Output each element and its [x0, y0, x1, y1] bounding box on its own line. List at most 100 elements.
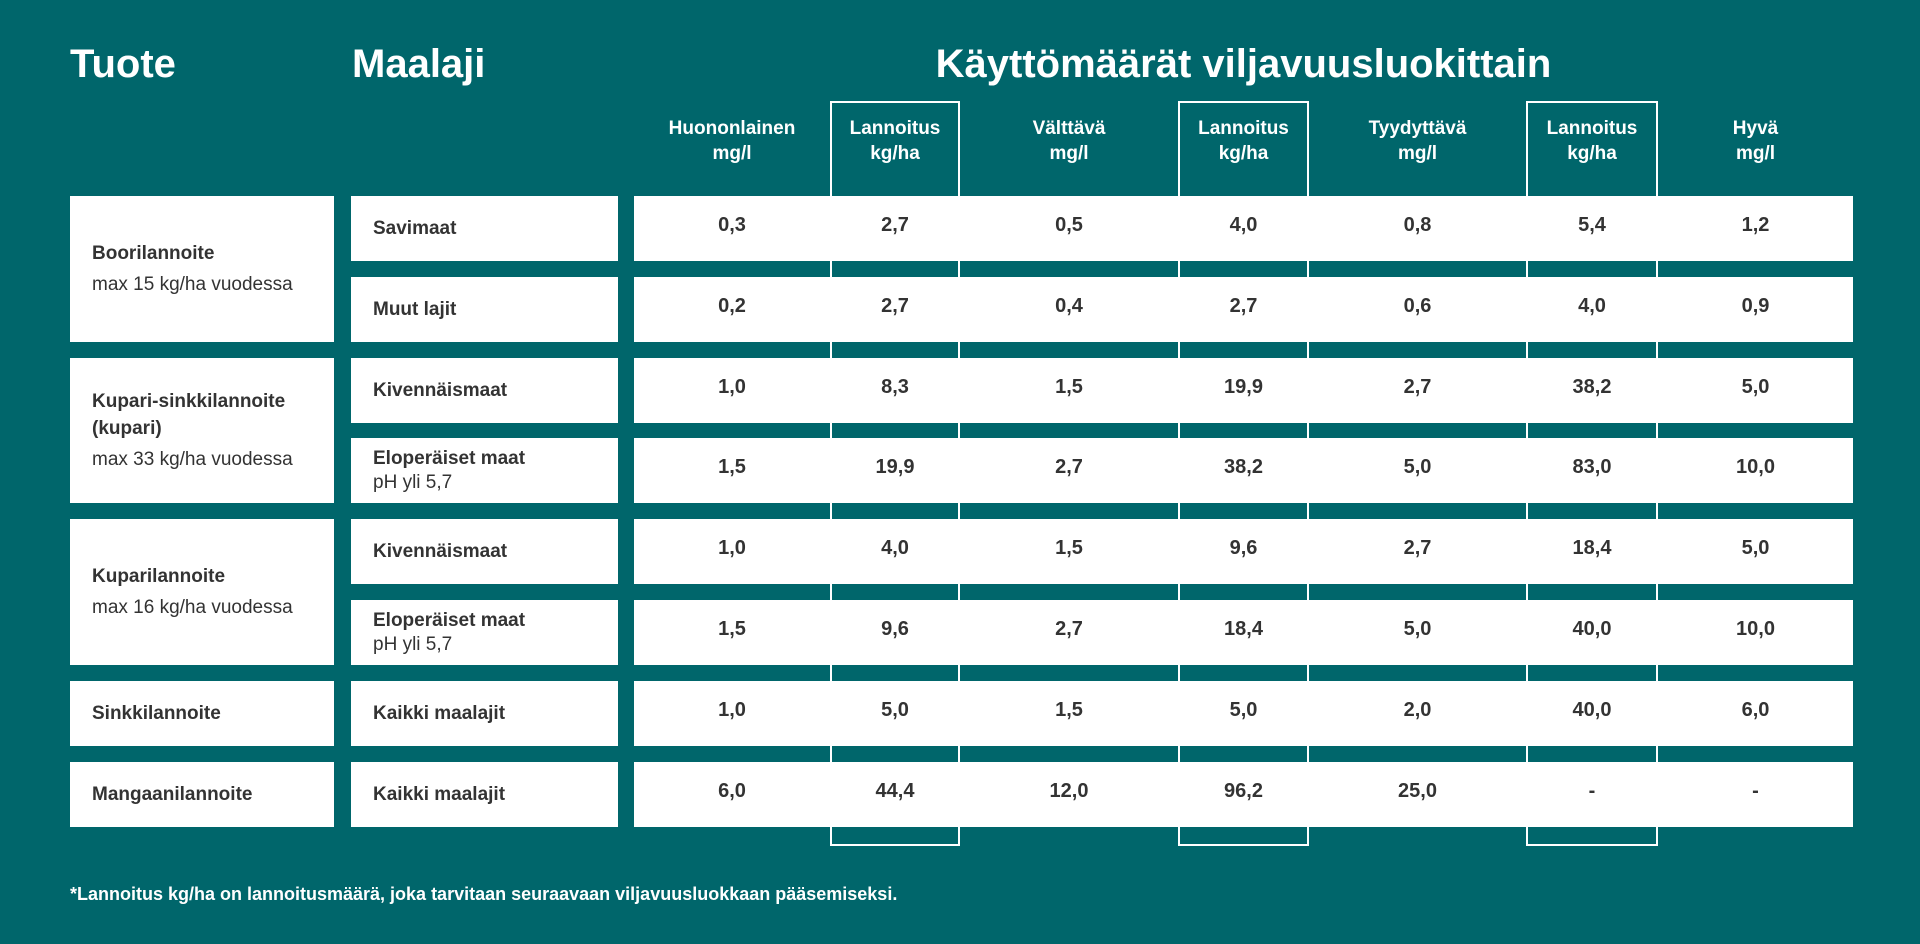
value-cell: 6,0	[1741, 699, 1770, 721]
value-cell: 1,5	[718, 456, 746, 478]
soil-cell: Kivennäismaat	[351, 358, 618, 423]
soil-cell: Muut lajit	[351, 277, 618, 342]
value-cell: 9,6	[1229, 537, 1258, 559]
value-cell: 0,2	[718, 295, 746, 317]
value-cell: 38,2	[1224, 456, 1263, 478]
value-cell: 0,5	[1055, 214, 1083, 236]
column-header-unit: mg/l	[1735, 143, 1776, 164]
product-name-cont: (kupari)	[92, 418, 162, 439]
value-cell: 4,0	[881, 537, 909, 559]
value-cell: 4,0	[1229, 214, 1258, 236]
value-cell: 1,5	[1055, 699, 1083, 721]
column-header-name: Tyydyttävä	[1368, 118, 1467, 139]
value-cell: 1,0	[718, 537, 746, 559]
column-header-unit: kg/ha	[1218, 143, 1269, 164]
column-header-name: Välttävä	[1032, 118, 1106, 139]
value-cell: 1,5	[718, 618, 746, 640]
value-cell: 10,0	[1736, 618, 1775, 640]
value-cell: 5,0	[1403, 456, 1432, 478]
product-cell: Kupari-sinkkilannoite (kupari) max 33 kg/h…	[70, 358, 334, 503]
column-header-name: Lannoitus	[849, 118, 941, 139]
table-row	[634, 196, 1853, 261]
value-cell: 19,9	[1224, 376, 1263, 398]
column-header: Tyydyttävä mg/l	[1309, 116, 1526, 166]
value-cell: 1,5	[1055, 537, 1083, 559]
soil-name: Eloperäiset maat	[373, 447, 526, 469]
value-cell: 2,7	[1403, 376, 1432, 398]
value-cell: 2,7	[1403, 537, 1432, 559]
product-name: Mangaanilannoite	[92, 784, 253, 805]
value-cell: 5,0	[881, 699, 909, 721]
value-cell: 0,3	[718, 214, 746, 236]
value-cell: -	[1588, 780, 1596, 802]
product-limit: max 15 kg/ha vuodessa	[92, 274, 293, 295]
value-cell: -	[1752, 780, 1759, 802]
value-cell: 83,0	[1572, 456, 1612, 478]
value-cell: 5,0	[1741, 537, 1770, 559]
column-header-unit: kg/ha	[870, 143, 920, 164]
soil-name: Eloperäiset maat	[373, 609, 526, 631]
soil-name: Kivennäismaat	[373, 379, 508, 401]
value-cell: 0,9	[1741, 295, 1770, 317]
value-cell: 2,0	[1403, 699, 1432, 721]
soil-cell: Kaikki maalajit	[351, 681, 618, 746]
value-cell: 6,0	[718, 780, 746, 802]
column-header-name: Hyvä	[1732, 118, 1779, 139]
column-header-unit: mg/l	[1397, 143, 1438, 164]
value-cell: 0,6	[1403, 295, 1432, 317]
value-cell: 2,7	[881, 295, 909, 317]
header-product: Tuote	[70, 42, 176, 86]
value-cell: 0,8	[1403, 214, 1432, 236]
column-header: Lannoitus kg/ha	[830, 116, 960, 166]
value-cell: 1,0	[718, 699, 746, 721]
soil-cell: Kaikki maalajit	[351, 762, 618, 827]
soil-cell: Savimaat	[351, 196, 618, 261]
value-cell: 8,3	[881, 376, 909, 398]
table-row	[634, 277, 1853, 342]
value-cell: 18,4	[1572, 537, 1612, 559]
table-row	[634, 358, 1853, 423]
product-name: Kuparilannoite	[92, 566, 226, 587]
column-header: Lannoitus kg/ha	[1178, 116, 1309, 166]
table-row	[634, 519, 1853, 584]
value-cell: 96,2	[1224, 780, 1263, 802]
footnote: *Lannoitus kg/ha on lannoitusmäärä, joka…	[70, 884, 898, 904]
product-limit: max 33 kg/ha vuodessa	[92, 449, 293, 470]
value-cell: 12,0	[1049, 780, 1089, 802]
value-cell: 1,5	[1055, 376, 1083, 398]
table-row	[634, 438, 1853, 503]
product-cell: Kuparilannoite max 16 kg/ha vuodessa	[70, 519, 334, 665]
value-cell: 9,6	[881, 618, 909, 640]
soil-cell: Eloperäiset maat pH yli 5,7	[351, 600, 618, 665]
value-cell: 10,0	[1736, 456, 1775, 478]
product-cell: Sinkkilannoite	[70, 681, 334, 746]
value-cell: 2,7	[1055, 456, 1083, 478]
product-name: Kupari-sinkkilannoite	[92, 391, 286, 412]
header-soil: Maalaji	[352, 42, 486, 86]
product-name: Boorilannoite	[92, 243, 215, 264]
column-header-name: Lannoitus	[1198, 118, 1289, 139]
table-row	[634, 762, 1853, 827]
value-cell: 5,0	[1403, 618, 1432, 640]
value-cell: 5,4	[1578, 214, 1606, 236]
value-cell: 19,9	[875, 456, 915, 478]
product-cell: Boorilannoite max 15 kg/ha vuodessa	[70, 196, 334, 342]
product-cell: Mangaanilannoite	[70, 762, 334, 827]
column-header-unit: mg/l	[712, 143, 752, 164]
value-cell: 2,7	[1229, 295, 1258, 317]
column-header-name: Lannoitus	[1546, 118, 1638, 139]
soil-name: Muut lajit	[373, 298, 457, 320]
value-cell: 5,0	[1229, 699, 1258, 721]
value-cell: 1,0	[718, 376, 746, 398]
product-limit: max 16 kg/ha vuodessa	[92, 597, 293, 618]
column-header: Välttävä mg/l	[960, 116, 1178, 166]
value-cell: 40,0	[1572, 618, 1612, 640]
value-cell: 25,0	[1398, 780, 1437, 802]
value-cell: 4,0	[1578, 295, 1606, 317]
value-cell: 44,4	[875, 780, 915, 802]
column-header-unit: kg/ha	[1567, 143, 1617, 164]
soil-cell: Kivennäismaat	[351, 519, 618, 584]
soil-name: Kaikki maalajit	[373, 702, 506, 724]
value-cell: 5,0	[1741, 376, 1770, 398]
product-name: Sinkkilannoite	[92, 703, 221, 724]
